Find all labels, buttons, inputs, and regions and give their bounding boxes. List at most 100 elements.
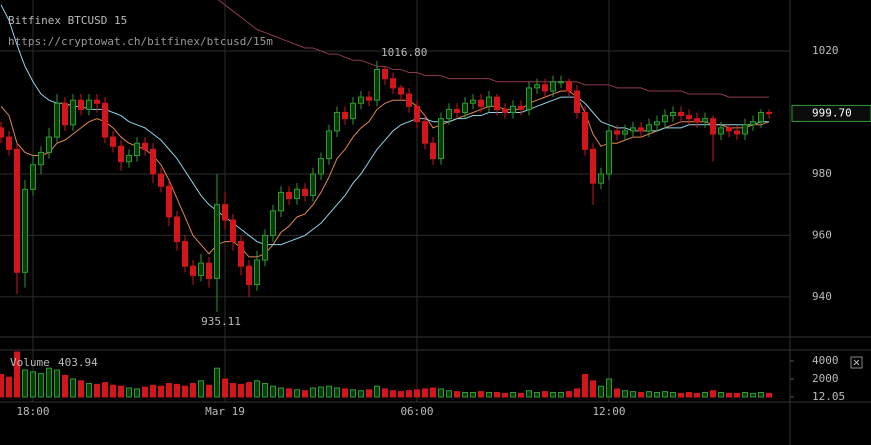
volume-bar [646, 391, 652, 398]
volume-bar [422, 388, 428, 398]
chart-subtitle: https://cryptowat.ch/bitfinex/btcusd/15m [8, 35, 273, 48]
volume-bar [158, 385, 164, 398]
volume-bar [598, 385, 604, 398]
volume-bar [750, 392, 756, 398]
volume-bar [318, 386, 324, 398]
x-tick-label: 12:00 [592, 405, 625, 418]
volume-bar [526, 390, 532, 398]
volume-bar [702, 392, 708, 398]
volume-bar [110, 384, 116, 398]
close-button[interactable] [850, 356, 863, 369]
volume-bar [326, 385, 332, 398]
volume-bar [398, 391, 404, 398]
volume-bar [278, 387, 284, 398]
axes: 940 960 980 1020 12.05 2000 4000 18:00 Mar 19 06:… [16, 44, 871, 418]
x-tick-label: 06:00 [400, 405, 433, 418]
candle-body [750, 121, 756, 126]
candle-body [654, 121, 660, 126]
candle-body [142, 142, 148, 150]
last-price-label: 999.70 [812, 106, 852, 119]
grid [0, 0, 790, 402]
candle-body [574, 90, 580, 113]
volume-bar [142, 386, 148, 398]
volume-bar [606, 378, 612, 398]
candle-body [726, 127, 732, 132]
volume-bar [374, 385, 380, 398]
candle-body [366, 96, 372, 101]
candle-body [622, 130, 628, 135]
candle-body [286, 191, 292, 200]
candle-body [694, 118, 700, 123]
candle-body [550, 81, 556, 92]
candle-body [702, 118, 708, 123]
candle-body [334, 111, 340, 132]
candle-body [62, 102, 68, 126]
candle-body [766, 111, 772, 114]
candle-body [678, 111, 684, 117]
volume-bar [414, 389, 420, 398]
candle-body [502, 108, 508, 113]
volume-bar [134, 388, 140, 398]
candle-body [238, 241, 244, 267]
volume-bar [742, 392, 748, 398]
candle-body [742, 124, 748, 135]
volume-panel [0, 351, 772, 398]
volume-bar [502, 392, 508, 398]
volume-bar [478, 391, 484, 398]
volume-bar [150, 384, 156, 398]
y-tick-label: 1020 [812, 44, 839, 57]
volume-bar [590, 380, 596, 398]
volume-bar [390, 390, 396, 398]
volume-bar [294, 389, 300, 398]
candle-body [686, 115, 692, 120]
candle-body [662, 115, 668, 123]
candle-body [22, 188, 28, 273]
volume-label: Volume [10, 356, 50, 369]
volume-bar [166, 383, 172, 398]
volume-bar [206, 384, 212, 398]
candle-body [86, 99, 92, 110]
volume-bar [342, 388, 348, 398]
candle-body [318, 158, 324, 175]
candle-body [270, 210, 276, 236]
y-tick-label: 960 [812, 228, 832, 241]
y-tick-label: 940 [812, 290, 832, 303]
volume-bar [126, 387, 132, 398]
candle-body [326, 130, 332, 160]
candle-body [102, 102, 108, 138]
volume-bar [662, 391, 668, 398]
candle-body [166, 185, 172, 218]
candle-body [534, 84, 540, 89]
candle-body [174, 216, 180, 243]
candle-body [190, 265, 196, 276]
candle-body [454, 108, 460, 113]
candle-body [198, 262, 204, 276]
volume-bar [550, 392, 556, 398]
volume-bar [654, 392, 660, 398]
candle-body [126, 155, 132, 163]
close-icon[interactable] [853, 359, 860, 366]
volume-bar [382, 388, 388, 398]
volume-bar [70, 378, 76, 398]
candle-body [598, 173, 604, 184]
volume-bar [462, 392, 468, 398]
candle-body [398, 87, 404, 95]
volume-bar [230, 383, 236, 398]
candle-body [358, 96, 364, 104]
volume-bar [638, 392, 644, 398]
volume-bar [54, 369, 60, 398]
volume-tick-label: 12.05 [812, 390, 845, 403]
volume-bar [678, 392, 684, 398]
volume-bar [22, 369, 28, 398]
volume-bar [190, 383, 196, 398]
volume-bar [454, 391, 460, 398]
candle-body [734, 130, 740, 135]
candle-body [718, 127, 724, 135]
candle-body [294, 188, 300, 200]
volume-bar [102, 382, 108, 398]
volume-bar [174, 383, 180, 398]
volume-bar [486, 392, 492, 398]
volume-bar [726, 392, 732, 398]
volume-bar [614, 388, 620, 398]
